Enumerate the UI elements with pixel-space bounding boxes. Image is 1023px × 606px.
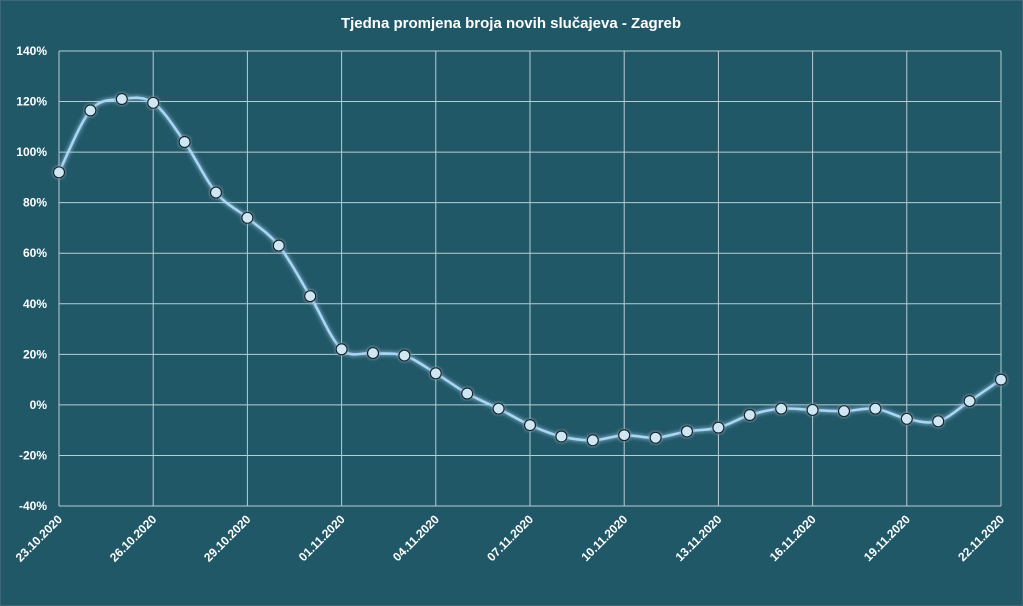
series-points [52, 92, 1008, 447]
y-tick-label: 120% [16, 95, 47, 109]
data-point [52, 166, 66, 179]
x-tick-label: 13.11.2020 [673, 512, 725, 564]
data-point [461, 387, 474, 400]
x-tick-label: 01.11.2020 [296, 512, 348, 564]
y-tick-label: -20% [19, 448, 47, 462]
data-point [209, 186, 223, 199]
data-point [743, 408, 756, 422]
data-point [335, 343, 348, 356]
data-point [272, 239, 285, 252]
data-point [680, 425, 694, 438]
data-point [712, 421, 725, 434]
y-tick-label: 100% [16, 145, 47, 159]
data-point [555, 430, 568, 443]
y-tick-label: -40% [19, 499, 47, 513]
x-tick-label: 19.11.2020 [861, 512, 913, 564]
y-tick-label: 80% [23, 196, 47, 210]
data-point [900, 412, 913, 425]
x-tick-label: 29.10.2020 [201, 512, 254, 565]
y-tick-label: 40% [23, 297, 47, 311]
x-tick-label: 26.10.2020 [107, 512, 160, 565]
data-point [932, 415, 945, 428]
x-tick-label: 10.11.2020 [578, 512, 630, 564]
data-point [84, 104, 97, 117]
data-point [869, 402, 882, 415]
data-point [304, 290, 317, 303]
data-point [492, 402, 505, 415]
data-point [649, 431, 662, 444]
y-tick-label: 0% [30, 398, 48, 412]
data-point [115, 92, 128, 106]
data-point [366, 346, 380, 360]
x-tick-label: 07.11.2020 [484, 512, 536, 564]
data-point [241, 211, 254, 224]
x-tick-label: 23.10.2020 [13, 512, 66, 565]
data-point [618, 429, 631, 442]
x-tick-label: 16.11.2020 [767, 512, 819, 564]
gridlines [58, 50, 1002, 507]
y-tick-label: 140% [16, 44, 47, 58]
y-axis: 140% 120% 100% 80% 60% 40% 20% 0% -20% -40% [16, 44, 47, 513]
data-point [586, 434, 599, 447]
y-tick-label: 60% [23, 246, 47, 260]
data-point [775, 402, 788, 415]
data-point [147, 96, 160, 109]
x-tick-label: 22.11.2020 [955, 512, 1007, 564]
data-point [837, 405, 851, 418]
data-point [994, 373, 1008, 386]
data-point [523, 419, 537, 432]
data-point [398, 349, 411, 362]
data-point [963, 394, 976, 408]
data-point [178, 135, 191, 149]
chart-title: Tjedna promjena broja novih slučajeva - … [341, 15, 681, 32]
x-axis: 23.10.2020 26.10.2020 29.10.2020 01.11.2020… [13, 512, 1008, 565]
x-tick-label: 04.11.2020 [390, 512, 442, 564]
data-point [429, 367, 442, 380]
data-point [806, 403, 819, 417]
y-tick-label: 20% [23, 347, 47, 361]
